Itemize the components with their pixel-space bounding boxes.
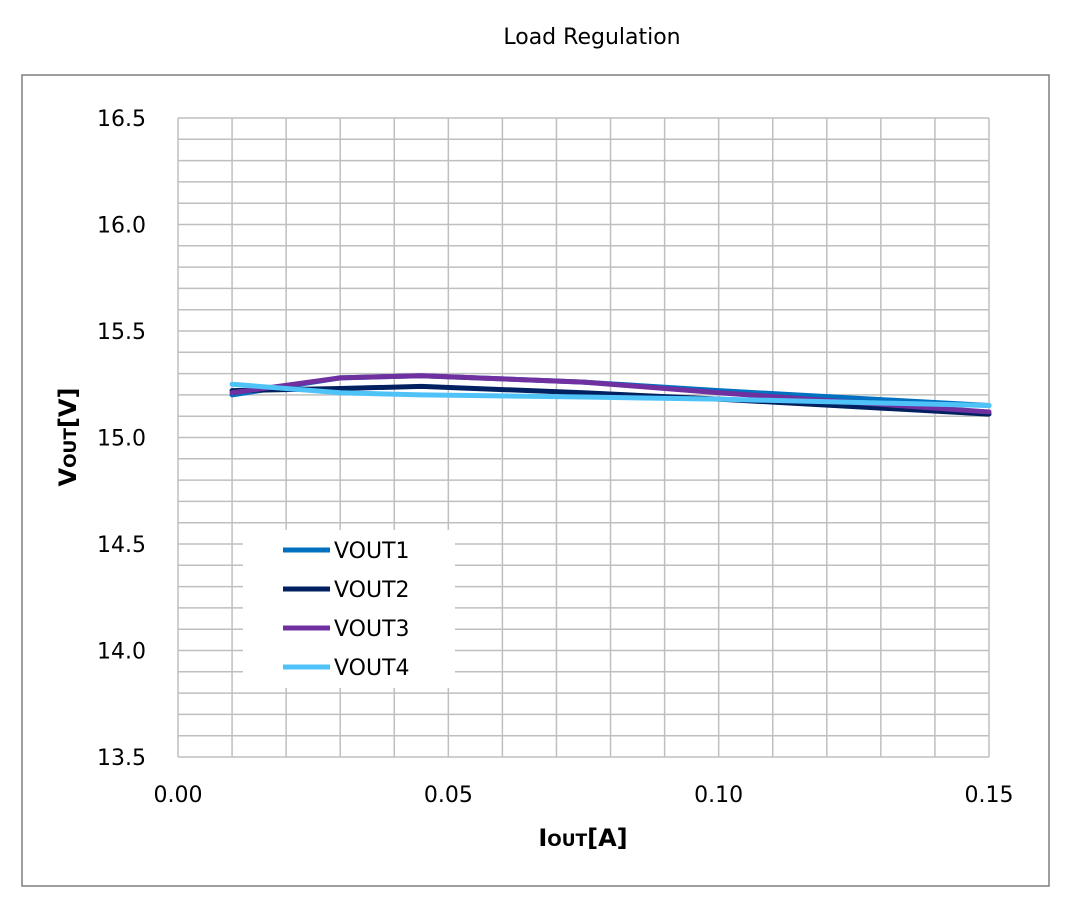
grid xyxy=(177,117,990,758)
x-axis-label: IOUT[A] xyxy=(538,824,627,852)
y-tick-label: 15.5 xyxy=(97,320,146,345)
legend-label: VOUT2 xyxy=(334,578,410,603)
x-tick-label: 0.10 xyxy=(694,783,743,808)
chart-title: Load Regulation xyxy=(503,25,680,50)
series-lines xyxy=(229,373,992,417)
y-axis-label: VOUT[V] xyxy=(54,388,82,487)
series-line-vout4 xyxy=(229,381,992,409)
x-tick-label: 0.15 xyxy=(965,783,1014,808)
legend-label: VOUT4 xyxy=(334,656,410,681)
y-tick-label: 16.5 xyxy=(97,107,146,132)
legend-box xyxy=(243,530,455,688)
y-tick-label: 15.0 xyxy=(97,427,146,452)
y-tick-labels: 16.5 16.0 15.5 15.0 14.5 14.0 13.5 xyxy=(97,107,146,771)
x-tick-label: 0.05 xyxy=(424,783,473,808)
y-tick-label: 14.5 xyxy=(97,533,146,558)
y-tick-label: 13.5 xyxy=(97,746,146,771)
x-tick-label: 0.00 xyxy=(154,783,203,808)
legend-label: VOUT1 xyxy=(334,539,410,564)
x-tick-labels: 0.00 0.05 0.10 0.15 xyxy=(154,783,1014,808)
legend-label: VOUT3 xyxy=(334,617,410,642)
series-line-vout3 xyxy=(229,373,992,415)
legend: VOUT1 VOUT2 VOUT3 VOUT4 xyxy=(243,530,455,688)
y-tick-label: 16.0 xyxy=(97,214,146,239)
y-tick-label: 14.0 xyxy=(97,640,146,665)
